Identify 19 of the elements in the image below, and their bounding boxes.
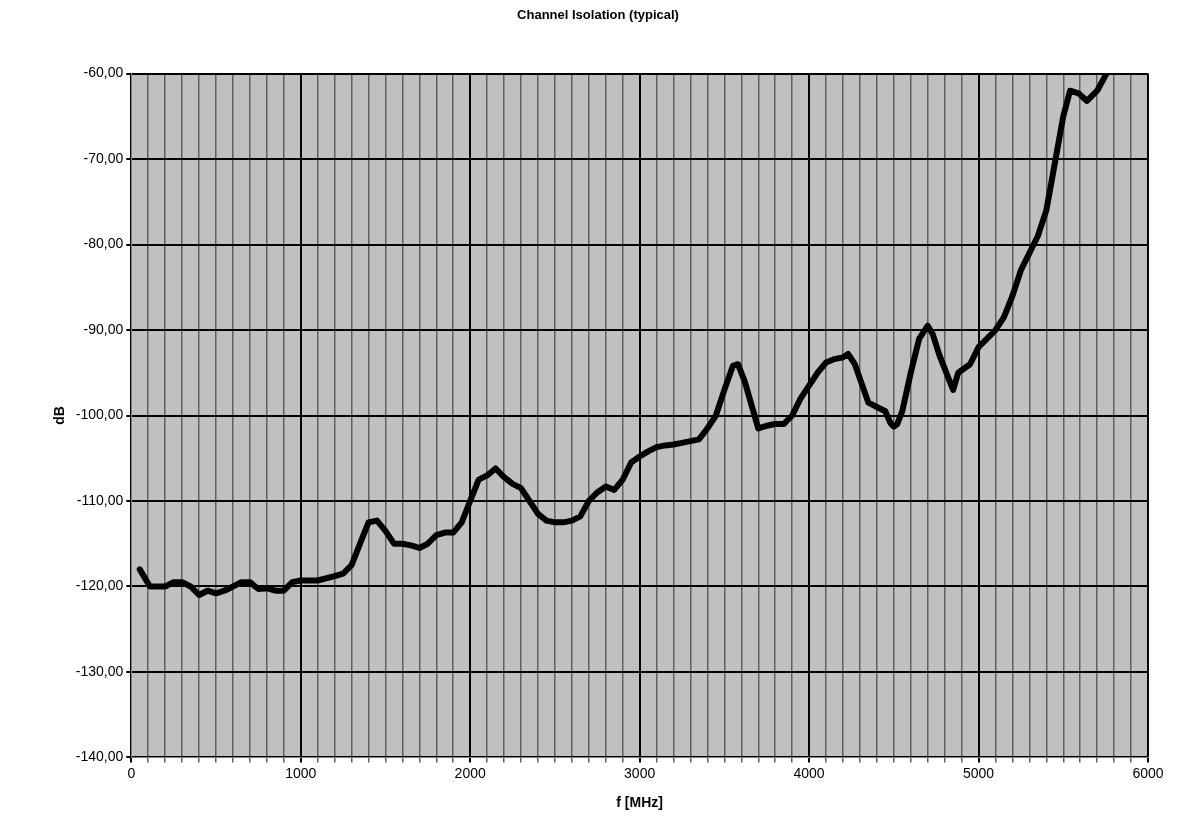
y-axis-title: dB: [51, 406, 68, 425]
y-tick-label: -100,00: [75, 406, 124, 423]
x-tick-label: 5000: [962, 764, 995, 781]
x-tick-label: 6000: [1132, 764, 1164, 781]
chart-title: Channel Isolation (typical): [517, 7, 679, 23]
y-tick-label: -70,00: [83, 149, 124, 166]
y-tick-label: -120,00: [75, 577, 124, 594]
x-tick-label: 3000: [624, 764, 656, 781]
x-tick-label: 2000: [454, 764, 486, 781]
y-tick-label: -60,00: [83, 64, 124, 81]
x-tick-label: 0: [127, 764, 136, 781]
x-tick-label: 1000: [285, 764, 317, 781]
x-axis-title: f [MHz]: [616, 794, 663, 811]
y-tick-label: -110,00: [76, 491, 124, 508]
y-tick-label: -90,00: [83, 320, 124, 337]
x-tick-label: 4000: [793, 764, 825, 781]
y-tick-label: -130,00: [75, 662, 124, 679]
y-tick-label: -80,00: [83, 235, 124, 252]
y-tick-label: -140,00: [75, 748, 124, 765]
